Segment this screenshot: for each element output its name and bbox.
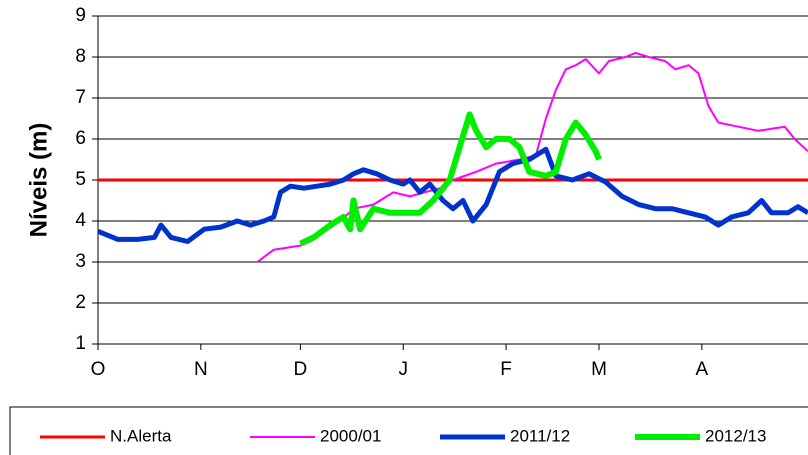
y-tick-label: 8 [75, 46, 86, 67]
legend-label: 2011/12 [510, 426, 570, 445]
x-tick-label: F [500, 359, 512, 380]
y-tick-label: 2 [75, 292, 86, 313]
legend-label: N.Alerta [110, 426, 172, 445]
x-tick-label: J [398, 359, 408, 380]
y-tick-label: 5 [75, 169, 86, 190]
legend-label: 2012/13 [705, 426, 766, 445]
y-tick-label: 6 [75, 128, 86, 149]
legend-label: 2000/01 [320, 426, 381, 445]
x-tick-label: A [695, 359, 708, 380]
series-line [299, 111, 602, 247]
y-tick-label: 1 [75, 333, 86, 354]
y-tick-label: 9 [75, 5, 86, 26]
y-tick-label: 3 [75, 251, 86, 272]
y-tick-label: 7 [75, 87, 86, 108]
x-tick-label: N [194, 359, 208, 380]
x-tick-label: M [591, 359, 607, 380]
x-tick-label: D [294, 359, 308, 380]
series-line [256, 51, 808, 263]
y-axis-label: Níveis (m) [25, 123, 52, 238]
plot-area [98, 51, 808, 263]
y-tick-label: 4 [75, 210, 86, 231]
legend-box [9, 406, 808, 455]
x-tick-label: O [91, 359, 106, 380]
